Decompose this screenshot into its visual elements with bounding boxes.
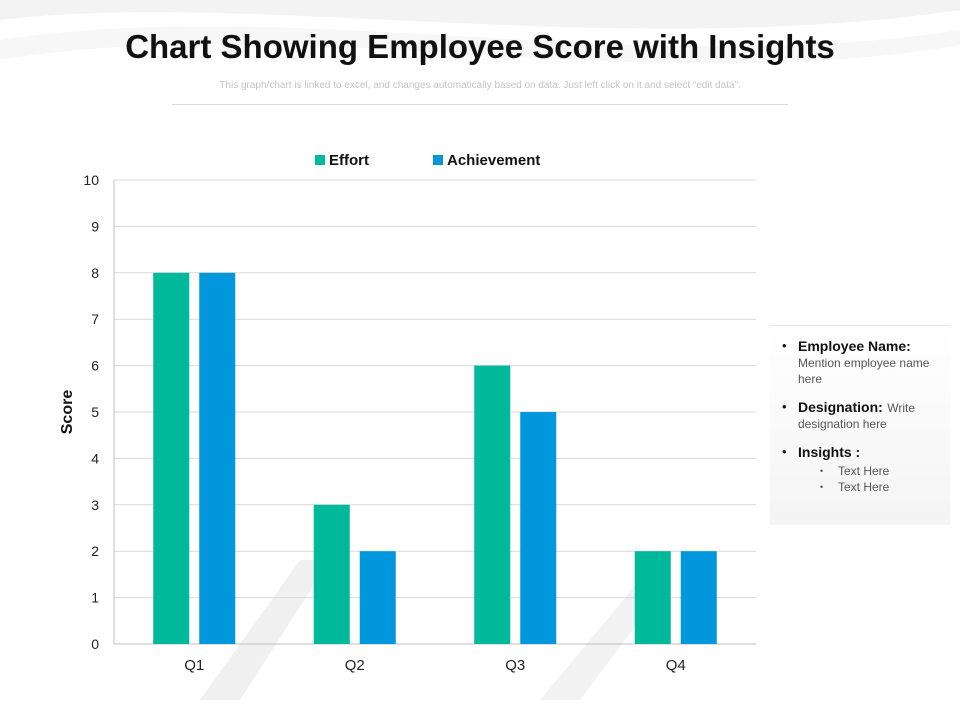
bar-effort-q4 xyxy=(634,551,671,644)
designation-label: Designation: xyxy=(798,399,883,415)
x-tick-label-q4: Q4 xyxy=(666,657,686,674)
insight-text: Text Here xyxy=(838,480,890,494)
y-tick-label-5: 5 xyxy=(91,404,99,420)
y-tick-label-9: 9 xyxy=(91,218,99,234)
y-tick-label-7: 7 xyxy=(91,311,99,327)
employee-name-text: Mention employee name here xyxy=(798,356,930,386)
legend-swatch-effort xyxy=(315,155,325,165)
insights-list: • Text Here • Text Here xyxy=(820,463,940,495)
employee-info-panel: • Employee Name: Mention employee name h… xyxy=(770,325,950,525)
insight-text: Text Here xyxy=(838,464,890,478)
y-tick-label-6: 6 xyxy=(91,358,99,374)
designation-item: • Designation: Write designation here xyxy=(782,399,940,432)
insights-label: Insights : xyxy=(798,444,861,460)
bar-series xyxy=(153,272,717,644)
bar-achievement-q3 xyxy=(520,412,557,644)
y-tick-label-10: 10 xyxy=(83,172,99,188)
bullet-icon: • xyxy=(782,399,787,414)
bar-achievement-q1 xyxy=(199,272,236,644)
y-tick-label-0: 0 xyxy=(91,636,99,652)
legend-label-achievement: Achievement xyxy=(447,152,540,169)
y-tick-label-2: 2 xyxy=(91,543,99,559)
bullet-icon: • xyxy=(820,466,824,476)
subtitle-divider xyxy=(172,104,788,105)
y-tick-label-1: 1 xyxy=(91,590,99,606)
bar-effort-q2 xyxy=(313,504,350,644)
bar-achievement-q2 xyxy=(359,551,396,644)
legend-swatch-achievement xyxy=(433,155,443,165)
employee-name-item: • Employee Name: Mention employee name h… xyxy=(782,338,940,387)
designation-text: Write designation here xyxy=(798,401,916,431)
y-tick-label-3: 3 xyxy=(91,497,99,513)
insights-item: • Insights : • Text Here • Text Here xyxy=(782,444,940,495)
legend: Effort Achievement xyxy=(315,152,540,169)
bullet-icon: • xyxy=(782,444,787,459)
bullet-icon: • xyxy=(820,482,824,492)
page-subtitle: This graph/chart is linked to excel, and… xyxy=(219,80,741,91)
insight-item: • Text Here xyxy=(820,463,940,479)
bullet-icon: • xyxy=(782,338,787,353)
page-title: Chart Showing Employee Score with Insigh… xyxy=(125,28,835,65)
x-tick-label-q3: Q3 xyxy=(505,657,525,674)
x-tick-label-q1: Q1 xyxy=(184,657,204,674)
bar-effort-q1 xyxy=(153,272,190,644)
y-tick-label-8: 8 xyxy=(91,265,99,281)
bar-achievement-q4 xyxy=(680,551,717,644)
insight-item: • Text Here xyxy=(820,479,940,495)
axis-ticks: 0 1 2 3 4 5 6 7 8 9 10 Q1 Q2 Q3 Q4 xyxy=(83,172,685,674)
bar-effort-q3 xyxy=(474,365,511,644)
y-axis-label: Score xyxy=(59,390,76,435)
y-tick-label-4: 4 xyxy=(91,450,99,466)
x-tick-label-q2: Q2 xyxy=(345,657,365,674)
legend-label-effort: Effort xyxy=(329,152,369,169)
employee-name-label: Employee Name: xyxy=(798,338,911,354)
